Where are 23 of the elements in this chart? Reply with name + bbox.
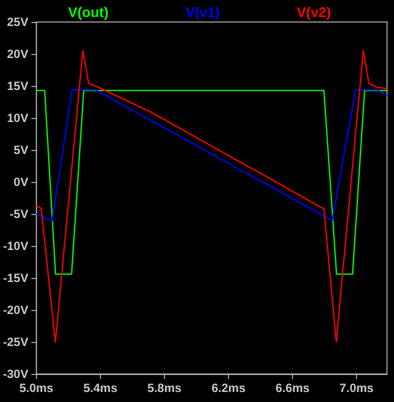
y-tick-label: -20V (2, 303, 28, 317)
x-tick-label: 6.6ms (276, 381, 310, 395)
text: V(out) (68, 4, 108, 20)
line-series (36, 89, 388, 222)
x-tick-label: 6.2ms (211, 381, 246, 395)
y-tick-label: -25V (2, 335, 28, 349)
x-tick-label: 5.0ms (19, 381, 54, 395)
y-tick-label: 20V (6, 47, 28, 61)
y-tick-label: 25V (6, 15, 28, 29)
x-tick-label: 5.8ms (147, 381, 182, 395)
y-tick-label: 15V (6, 79, 28, 93)
x-tick-label: 7.0ms (340, 381, 374, 395)
y-tick-label: -30V (2, 367, 28, 381)
y-tick-label: 10V (6, 111, 28, 125)
y-tick-label: -10V (2, 239, 28, 253)
line-series (36, 50, 388, 343)
y-tick-label: 5V (14, 143, 28, 157)
y-tick-label: -15V (2, 271, 28, 285)
x-tick-label: 5.4ms (83, 381, 118, 395)
text: V(v1) (185, 4, 220, 20)
y-tick-label: 0V (14, 175, 28, 189)
y-tick-label: -5V (10, 207, 28, 221)
text: V(v2) (296, 4, 331, 20)
